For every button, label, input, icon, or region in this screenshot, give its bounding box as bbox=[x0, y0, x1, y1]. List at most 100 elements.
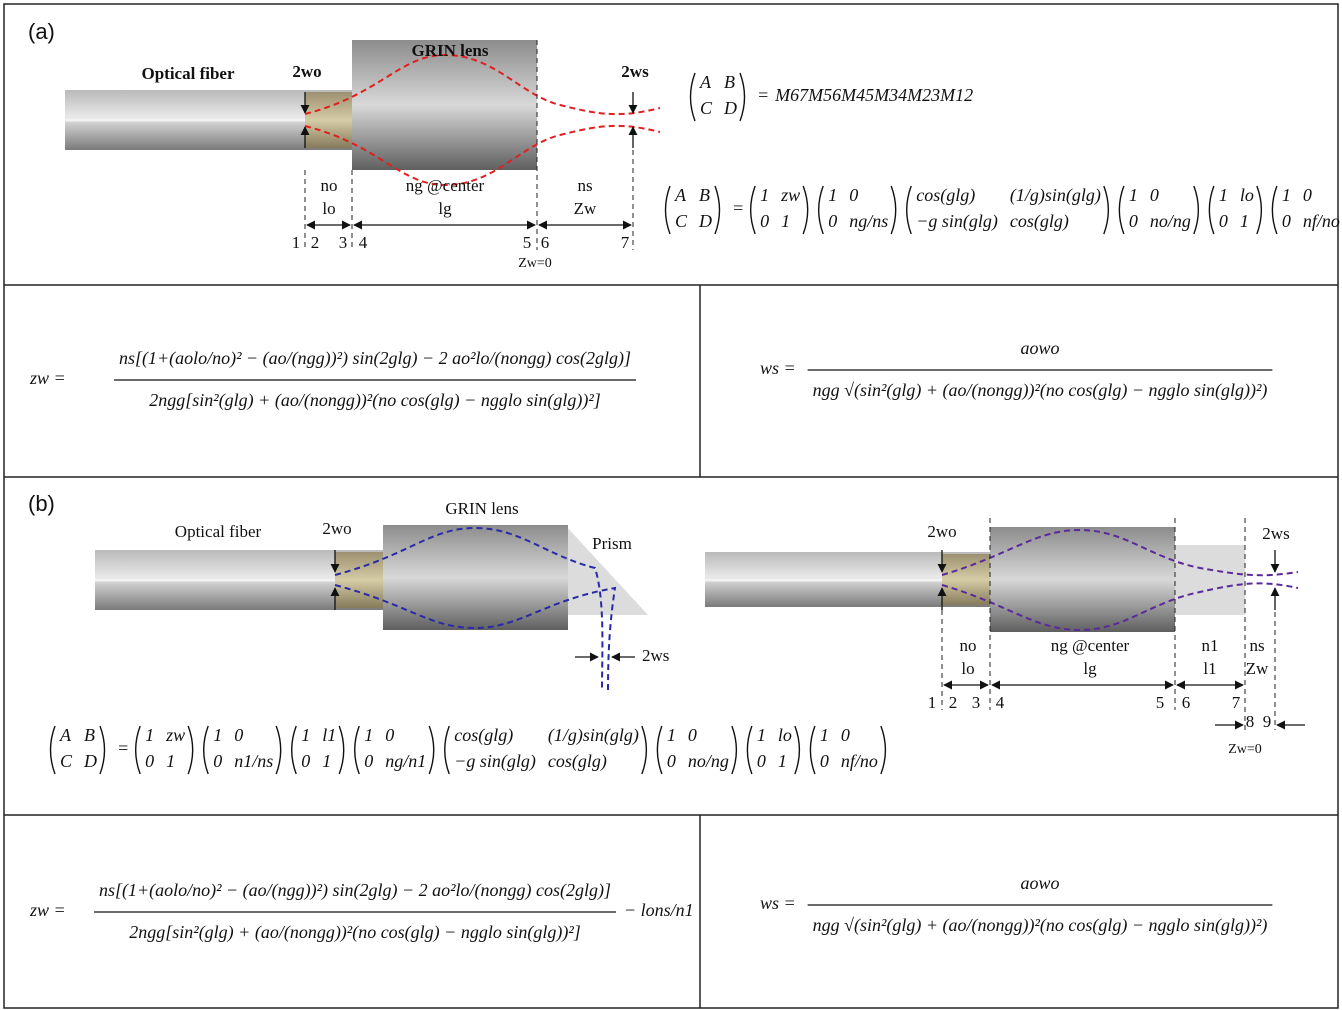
matrix-entry: 0 bbox=[213, 751, 222, 771]
matrix-entry: A bbox=[674, 185, 687, 205]
region-length: lo bbox=[961, 659, 974, 678]
matrix-entry: B bbox=[724, 72, 735, 92]
matrix-entry: A bbox=[699, 72, 712, 92]
matrix-entry: (1/g)sin(glg) bbox=[548, 725, 639, 746]
matrix-entry: 0 bbox=[1150, 185, 1159, 205]
lens-label: GRIN lens bbox=[445, 499, 518, 518]
matrix-entry: 0 bbox=[667, 751, 676, 771]
parenthesis bbox=[1209, 186, 1214, 234]
denominator: ngg √(sin²(glg) + (ao/(nongg))²(no cos(g… bbox=[813, 380, 1268, 401]
matrix-entry: C bbox=[675, 211, 688, 231]
matrix-entry: D bbox=[698, 211, 712, 231]
plane-number: 8 bbox=[1246, 712, 1255, 731]
parenthesis bbox=[1194, 186, 1199, 234]
region-length: Zw bbox=[574, 199, 597, 218]
region-index: ns bbox=[1249, 636, 1264, 655]
matrix-entry: D bbox=[83, 751, 97, 771]
matrix-entry: 0 bbox=[820, 751, 829, 771]
parenthesis bbox=[819, 186, 824, 234]
matrix-entry: 1 bbox=[757, 725, 766, 745]
plane-number: 6 bbox=[541, 233, 550, 252]
numerator: aowo bbox=[1020, 338, 1059, 358]
outer-frame bbox=[4, 4, 1338, 1008]
diagram-b-left bbox=[95, 525, 648, 690]
parenthesis bbox=[715, 186, 720, 234]
equals-sign: = bbox=[732, 198, 744, 218]
origin-label: Zw=0 bbox=[518, 256, 552, 271]
region-length: l1 bbox=[1203, 659, 1216, 678]
panel-label: (a) bbox=[28, 19, 55, 44]
parenthesis bbox=[810, 726, 815, 774]
parenthesis bbox=[1257, 186, 1262, 234]
parenthesis bbox=[642, 726, 647, 774]
grin-lens bbox=[990, 527, 1175, 632]
matrix-entry: no/ng bbox=[688, 751, 729, 771]
waist-label: 2ws bbox=[1262, 524, 1289, 543]
parenthesis bbox=[188, 726, 193, 774]
matrix-entry: 0 bbox=[688, 725, 697, 745]
plane-number: 9 bbox=[1263, 712, 1272, 731]
matrix-entry: 1 bbox=[364, 725, 373, 745]
matrix-entry: ng/ns bbox=[849, 211, 888, 231]
region-index: ng @center bbox=[406, 176, 485, 195]
matrix-entry: n1/ns bbox=[234, 751, 273, 771]
matrix-entry: 0 bbox=[757, 751, 766, 771]
matrix-entry: 0 bbox=[760, 211, 769, 231]
parenthesis bbox=[740, 73, 745, 121]
matrix-entry: cos(glg) bbox=[548, 751, 607, 772]
figure: (a)(b)Optical fiberGRIN lens2wo2wsnolong… bbox=[0, 0, 1342, 1010]
plane-number: 7 bbox=[621, 233, 630, 252]
parenthesis bbox=[100, 726, 105, 774]
denominator: ngg √(sin²(glg) + (ao/(nongg))²(no cos(g… bbox=[813, 915, 1268, 936]
matrix-entry: 0 bbox=[385, 725, 394, 745]
parenthesis bbox=[51, 726, 56, 774]
matrix-entry: A bbox=[59, 725, 72, 745]
matrix-entry: 1 bbox=[301, 725, 310, 745]
matrix-entry: 1 bbox=[760, 185, 769, 205]
equation-lhs: zw = bbox=[29, 900, 66, 920]
region-index: ng @center bbox=[1051, 636, 1130, 655]
equals-sign: = bbox=[117, 738, 129, 758]
matrix-entry: 0 bbox=[145, 751, 154, 771]
region-index: n1 bbox=[1202, 636, 1219, 655]
plane-number: 4 bbox=[996, 693, 1005, 712]
matrix-entry: D bbox=[723, 98, 737, 118]
region-index: no bbox=[321, 176, 338, 195]
matrix-entry: cos(glg) bbox=[1010, 211, 1069, 232]
parenthesis bbox=[1272, 186, 1277, 234]
parenthesis bbox=[907, 186, 912, 234]
matrix-entry: C bbox=[60, 751, 73, 771]
parenthesis bbox=[136, 726, 141, 774]
matrix-entry: lo bbox=[778, 725, 792, 745]
region-length: lg bbox=[438, 199, 452, 218]
waist-label: 2ws bbox=[642, 646, 669, 665]
matrix-entry: 1 bbox=[1240, 211, 1249, 231]
parenthesis bbox=[732, 726, 737, 774]
parenthesis bbox=[747, 726, 752, 774]
matrix-entry: 1 bbox=[166, 751, 175, 771]
equation-lhs: zw = bbox=[29, 368, 66, 388]
parenthesis bbox=[751, 186, 756, 234]
region-length: lo bbox=[322, 199, 335, 218]
plane-number: 5 bbox=[523, 233, 532, 252]
parenthesis bbox=[1119, 186, 1124, 234]
matrix-entry: 0 bbox=[1303, 185, 1312, 205]
waist-label: 2wo bbox=[322, 519, 351, 538]
waist-label: 2wo bbox=[927, 522, 956, 541]
equation-term: − lons/n1 bbox=[624, 900, 694, 920]
denominator: 2ngg[sin²(glg) + (ao/(nongg))²(no cos(gl… bbox=[149, 390, 600, 411]
matrix-entry: nf/no bbox=[1303, 211, 1340, 231]
plane-number: 4 bbox=[359, 233, 368, 252]
parenthesis bbox=[355, 726, 360, 774]
matrix-entry: 0 bbox=[849, 185, 858, 205]
parenthesis bbox=[881, 726, 886, 774]
waist-label: 2wo bbox=[292, 62, 321, 81]
matrix-entry: 1 bbox=[1219, 185, 1228, 205]
matrix-entry: −g sin(glg) bbox=[454, 751, 536, 772]
matrix-entry: no/ng bbox=[1150, 211, 1191, 231]
prism-label: Prism bbox=[592, 534, 632, 553]
numerator: ns[(1+(aolo/no)² − (ao/(ngg))²) sin(2glg… bbox=[99, 880, 611, 901]
matrix-entry: 1 bbox=[213, 725, 222, 745]
matrix-entry: lo bbox=[1240, 185, 1254, 205]
matrix-entry: 0 bbox=[1219, 211, 1228, 231]
